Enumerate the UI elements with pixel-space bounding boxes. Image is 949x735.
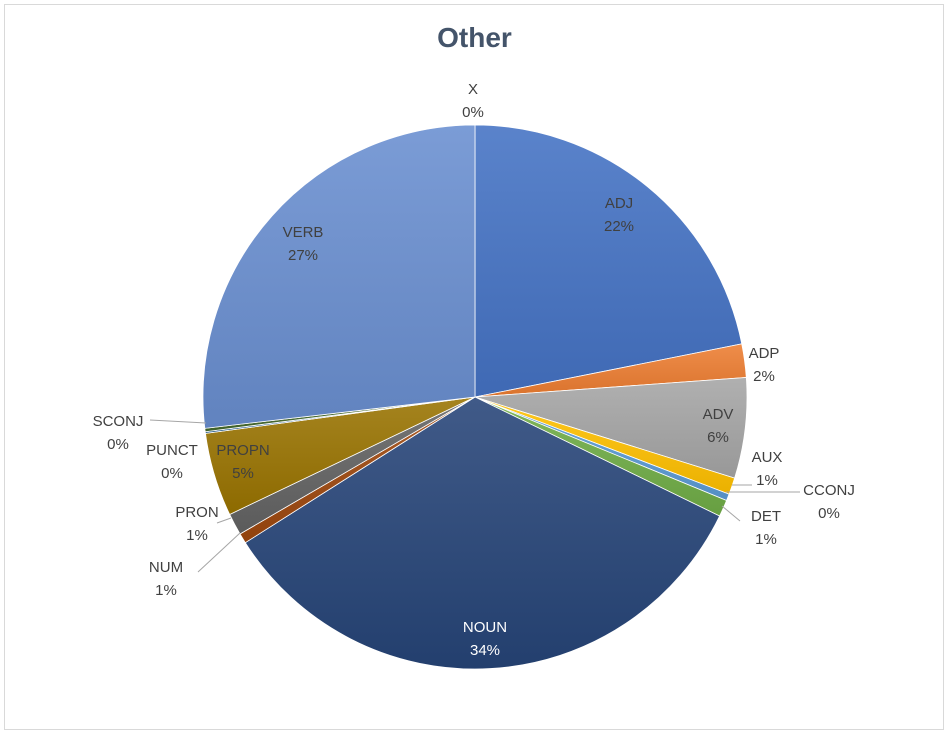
slice-label-adv: ADV xyxy=(703,406,734,423)
slice-labels: ADJ 22% ADP 2% ADV 6% AUX 1% CCONJ 0% DET 1% NOUN 34%… xyxy=(93,81,855,659)
slice-label-num: NUM xyxy=(149,559,183,576)
pie-slices xyxy=(202,124,748,670)
leader-line-sconj xyxy=(149,419,207,424)
slice-label-adp: ADP xyxy=(749,345,780,362)
pie-slice-noun xyxy=(244,396,721,670)
slice-value-verb: 27% xyxy=(288,247,318,264)
slice-label-punct: PUNCT xyxy=(146,442,198,459)
slice-value-propn: 5% xyxy=(232,465,254,482)
slice-label-adj: ADJ xyxy=(605,195,633,212)
slice-label-det: DET xyxy=(751,508,781,525)
chart-title: Other xyxy=(437,22,512,53)
slice-label-aux: AUX xyxy=(752,449,783,466)
slice-value-sconj: 0% xyxy=(107,436,129,453)
slice-label-sconj: SCONJ xyxy=(93,413,144,430)
slice-value-aux: 1% xyxy=(756,472,778,489)
slice-value-adv: 6% xyxy=(707,429,729,446)
slice-label-verb: VERB xyxy=(283,224,324,241)
slice-value-noun: 34% xyxy=(470,642,500,659)
leader-line-num xyxy=(197,532,241,573)
slice-value-punct: 0% xyxy=(161,465,183,482)
slice-value-adj: 22% xyxy=(604,218,634,235)
slice-value-det: 1% xyxy=(755,531,777,548)
pie-slice-verb xyxy=(202,124,476,429)
slice-label-cconj: CCONJ xyxy=(803,482,855,499)
slice-label-noun: NOUN xyxy=(463,619,507,636)
leader-lines xyxy=(149,419,800,573)
leader-line-pron xyxy=(216,517,232,524)
pie-slice-adj xyxy=(474,124,743,398)
slice-label-propn: PROPN xyxy=(216,442,269,459)
slice-value-num: 1% xyxy=(155,582,177,599)
leader-line-det xyxy=(721,505,741,522)
slice-label-pron: PRON xyxy=(175,504,218,521)
slice-value-pron: 1% xyxy=(186,527,208,544)
slice-value-adp: 2% xyxy=(753,368,775,385)
slice-value-x: 0% xyxy=(462,104,484,121)
slice-label-x: X xyxy=(468,81,478,98)
slice-value-cconj: 0% xyxy=(818,505,840,522)
